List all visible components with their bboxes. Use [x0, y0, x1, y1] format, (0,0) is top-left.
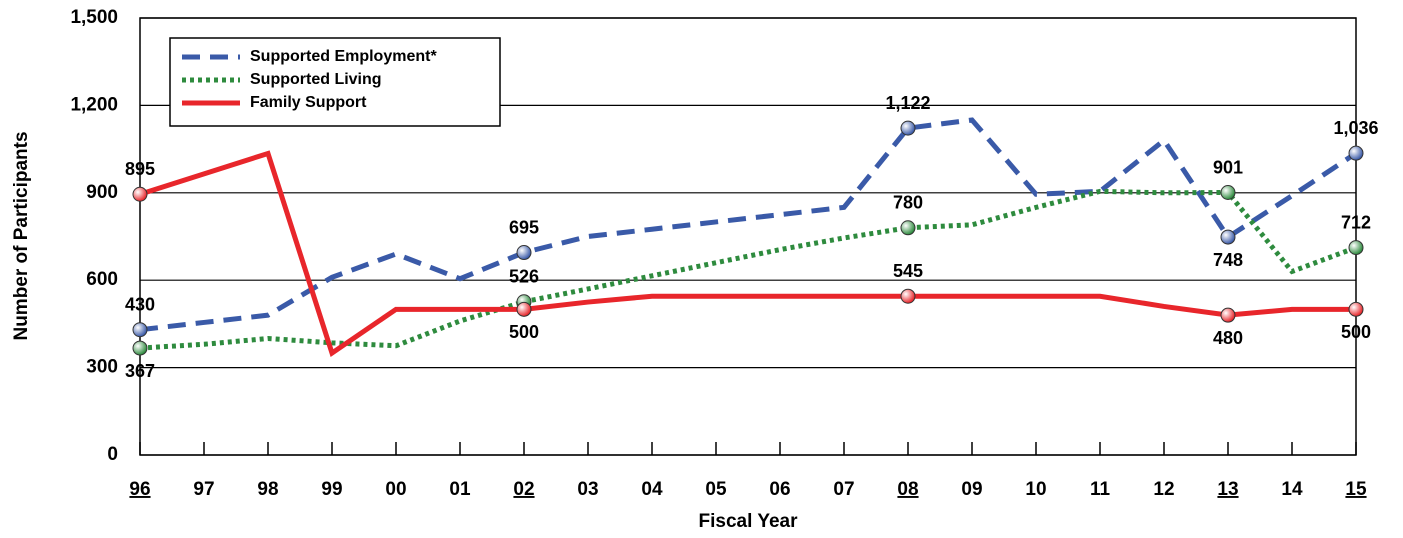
point-marker — [132, 340, 148, 356]
x-tick-label: 12 — [1153, 479, 1174, 500]
x-tick-label: 04 — [641, 479, 663, 500]
x-tick-label: 05 — [705, 479, 727, 500]
x-tick-label: 00 — [385, 479, 406, 500]
point-marker — [1348, 301, 1364, 317]
data-label: 748 — [1213, 250, 1243, 270]
y-tick-label: 900 — [86, 182, 118, 203]
data-label: 1,036 — [1333, 118, 1378, 138]
data-label: 526 — [509, 267, 539, 287]
x-tick-label: 03 — [577, 479, 598, 500]
y-tick-label: 600 — [86, 269, 118, 290]
legend-label: Supported Living — [250, 71, 382, 88]
point-marker — [900, 120, 916, 136]
point-marker — [132, 322, 148, 338]
y-tick-label: 300 — [86, 357, 118, 378]
x-tick-label: 07 — [833, 479, 854, 500]
point-marker — [132, 186, 148, 202]
data-label: 1,122 — [885, 93, 930, 113]
x-tick-label: 02 — [513, 479, 534, 500]
point-marker — [1220, 229, 1236, 245]
data-label: 480 — [1213, 328, 1243, 348]
point-marker — [900, 288, 916, 304]
data-label: 367 — [125, 361, 155, 381]
y-tick-label: 1,200 — [70, 94, 118, 115]
data-label: 500 — [509, 322, 539, 342]
data-label: 430 — [125, 294, 155, 314]
x-axis-title: Fiscal Year — [699, 511, 799, 532]
x-tick-label: 11 — [1090, 479, 1111, 500]
plot-frame — [139, 17, 1357, 456]
x-tick-label: 01 — [449, 479, 471, 500]
data-label: 545 — [893, 261, 923, 281]
data-label: 901 — [1213, 157, 1243, 177]
point-marker — [516, 301, 532, 317]
x-tick-label: 15 — [1345, 479, 1367, 500]
point-marker — [1220, 185, 1236, 201]
x-tick-label: 06 — [769, 479, 790, 500]
point-marker — [516, 245, 532, 261]
data-label: 500 — [1341, 322, 1371, 342]
x-tick-label: 10 — [1025, 479, 1046, 500]
point-marker — [900, 220, 916, 236]
data-label: 712 — [1341, 212, 1371, 232]
x-tick-label: 14 — [1281, 479, 1303, 500]
series-line — [139, 117, 1358, 333]
point-marker — [1220, 307, 1236, 323]
data-label: 695 — [509, 217, 539, 237]
legend-label: Family Support — [250, 94, 367, 111]
x-tick-label: 09 — [961, 479, 982, 500]
x-tick-label: 98 — [257, 479, 278, 500]
point-marker — [1348, 240, 1364, 256]
data-label: 895 — [125, 159, 155, 179]
series-line — [139, 150, 1356, 357]
x-tick-label: 08 — [897, 479, 918, 500]
data-label: 780 — [893, 193, 923, 213]
y-axis-title: Number of Participants — [11, 131, 32, 340]
x-tick-label: 13 — [1217, 479, 1238, 500]
legend-label: Supported Employment* — [250, 48, 437, 65]
point-marker — [1348, 145, 1364, 161]
y-tick-label: 1,500 — [70, 7, 118, 28]
x-tick-label: 96 — [129, 479, 150, 500]
x-tick-label: 99 — [321, 479, 342, 500]
y-tick-label: 0 — [107, 444, 118, 465]
x-tick-label: 97 — [193, 479, 214, 500]
